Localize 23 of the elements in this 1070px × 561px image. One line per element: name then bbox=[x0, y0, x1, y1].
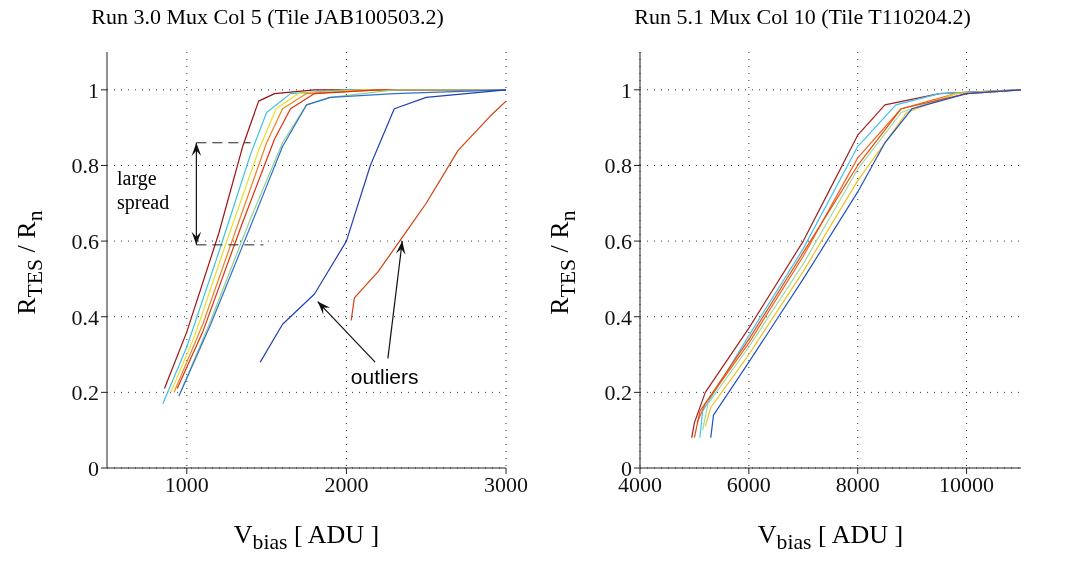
x-tick-label: 6000 bbox=[726, 471, 771, 497]
y-tick-label: 0.8 bbox=[71, 153, 99, 179]
x-tick-label: 10000 bbox=[939, 471, 995, 497]
y-tick-label: 0.4 bbox=[71, 304, 99, 330]
x-axis-title: V$_{bias}$ [ ADU ] bbox=[756, 520, 905, 556]
y-tick-label: 0.2 bbox=[71, 380, 99, 406]
y-tick-label: 0 bbox=[88, 455, 99, 481]
x-tick-label: 3000 bbox=[484, 471, 528, 497]
x-tick-label: 2000 bbox=[324, 471, 369, 497]
y-tick-label: 0.4 bbox=[604, 304, 632, 330]
x-tick-label: 1000 bbox=[164, 471, 209, 497]
y-tick-label: 0.6 bbox=[71, 228, 99, 254]
chart-title: Run 3.0 Mux Col 5 (Tile JAB100503.2) bbox=[90, 4, 445, 30]
y-tick-label: 0.2 bbox=[604, 380, 632, 406]
annotation: outliers bbox=[349, 365, 420, 390]
y-tick-label: 1 bbox=[621, 77, 632, 103]
y-tick-label: 0.6 bbox=[604, 228, 632, 254]
y-tick-label: 0.8 bbox=[604, 153, 632, 179]
chart-title: Run 5.1 Mux Col 10 (Tile T110204.2) bbox=[633, 4, 972, 30]
x-axis-title: V$_{bias}$ [ ADU ] bbox=[232, 520, 381, 556]
annotation: large spread bbox=[117, 166, 171, 214]
x-tick-label: 8000 bbox=[835, 471, 880, 497]
y-tick-label: 1 bbox=[88, 77, 99, 103]
